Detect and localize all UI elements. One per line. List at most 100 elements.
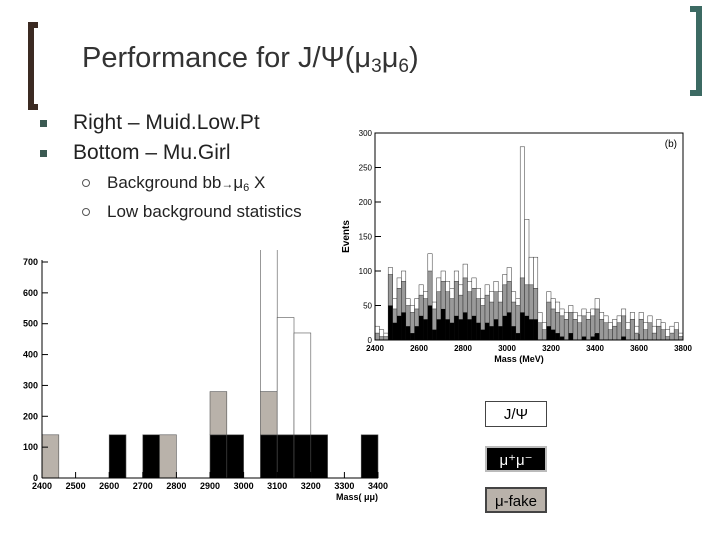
histogram-bar bbox=[533, 319, 538, 340]
x-axis-label: Mass (MeV) bbox=[494, 354, 544, 364]
histogram-bar bbox=[607, 329, 613, 341]
histogram-bar bbox=[673, 329, 679, 341]
histogram-bar bbox=[678, 336, 684, 341]
histogram-bar bbox=[603, 322, 609, 341]
sub-bullet-item: Low background statistics bbox=[40, 197, 360, 226]
histogram-bar bbox=[585, 319, 591, 341]
y-tick-label: 0 bbox=[33, 473, 38, 483]
histogram-bar bbox=[454, 315, 459, 340]
histogram-bar bbox=[449, 322, 455, 340]
histogram-bar bbox=[621, 315, 627, 341]
x-tick-label: 3000 bbox=[498, 344, 516, 353]
histogram-bar bbox=[427, 305, 433, 340]
histogram-bar bbox=[638, 319, 644, 341]
histogram-bar bbox=[660, 329, 666, 341]
x-tick-label: 2400 bbox=[366, 344, 384, 353]
histogram-bar bbox=[493, 319, 499, 340]
x-tick-label: 2500 bbox=[66, 481, 86, 491]
histogram-bar bbox=[502, 315, 507, 340]
y-tick-label: 500 bbox=[23, 319, 38, 329]
x-tick-label: 3400 bbox=[368, 481, 388, 491]
histogram-bar bbox=[293, 332, 312, 436]
histogram-bar bbox=[577, 322, 583, 341]
x-tick-label: 2600 bbox=[99, 481, 119, 491]
legend-mu-fake: μ-fake bbox=[485, 487, 547, 513]
square-bullet-icon bbox=[40, 150, 47, 157]
x-tick-label: 3300 bbox=[334, 481, 354, 491]
histogram-bar bbox=[379, 336, 385, 341]
histogram-bar bbox=[374, 332, 380, 341]
histogram-bar bbox=[476, 322, 481, 340]
histogram-bar bbox=[209, 391, 228, 436]
x-tick-label: 3200 bbox=[542, 344, 560, 353]
y-tick-label: 700 bbox=[23, 257, 38, 267]
histogram-bar bbox=[599, 319, 605, 341]
bullet-list: Right – Muid.Low.Pt Bottom – Mu.Girl Bac… bbox=[40, 108, 360, 226]
histogram-bar bbox=[436, 319, 441, 340]
histogram-bar bbox=[520, 312, 525, 340]
slide-title: Performance for J/Ψ(μ3μ6) bbox=[82, 42, 419, 77]
histogram-bar bbox=[625, 329, 631, 341]
histogram-bar bbox=[559, 315, 565, 341]
histogram-bar bbox=[665, 336, 671, 341]
histogram-bar bbox=[463, 312, 468, 340]
x-tick-label: 3100 bbox=[267, 481, 287, 491]
histogram-bar bbox=[432, 329, 437, 340]
y-tick-label: 300 bbox=[359, 129, 373, 138]
histogram-bar bbox=[445, 319, 450, 340]
x-tick-label: 2400 bbox=[32, 481, 52, 491]
x-tick-label: 3200 bbox=[301, 481, 321, 491]
histogram-bar bbox=[621, 336, 626, 340]
histogram-bar bbox=[629, 319, 635, 341]
histogram-bar bbox=[572, 319, 578, 341]
histogram-bar bbox=[414, 326, 419, 340]
x-tick-label: 3400 bbox=[586, 344, 604, 353]
histogram-bar bbox=[226, 434, 244, 479]
histogram-bar bbox=[511, 326, 516, 340]
histogram-bar bbox=[515, 333, 521, 340]
histogram-bar bbox=[401, 312, 406, 340]
y-tick-label: 100 bbox=[23, 442, 38, 452]
histogram-bar bbox=[388, 305, 393, 340]
left-bracket-decoration bbox=[28, 22, 38, 110]
histogram-bar bbox=[541, 329, 547, 341]
histogram-bar bbox=[489, 326, 494, 340]
histogram-bar bbox=[581, 336, 587, 340]
histogram-bar bbox=[551, 329, 556, 340]
histogram-bar bbox=[159, 434, 177, 479]
histogram-bar bbox=[310, 434, 328, 479]
panel-label: (b) bbox=[665, 139, 677, 150]
histogram-bar bbox=[276, 434, 295, 479]
x-tick-label: 3800 bbox=[674, 344, 692, 353]
x-tick-label: 2700 bbox=[133, 481, 153, 491]
square-bullet-icon bbox=[40, 120, 47, 127]
histogram-bar bbox=[643, 329, 649, 341]
y-tick-label: 200 bbox=[359, 198, 373, 207]
histogram-bar bbox=[41, 434, 60, 479]
histogram-bar bbox=[260, 250, 278, 392]
histogram-bar bbox=[568, 333, 573, 340]
histogram-bar bbox=[209, 434, 228, 479]
y-tick-label: 400 bbox=[23, 350, 38, 360]
histogram-bar bbox=[634, 332, 640, 341]
histogram-bar bbox=[647, 322, 653, 341]
y-tick-label: 300 bbox=[23, 380, 38, 390]
histogram-bar bbox=[419, 315, 424, 340]
histogram-bar bbox=[397, 315, 402, 340]
histogram-bar bbox=[563, 319, 569, 341]
sub-bullet-item: Background bb→μ6 X bbox=[40, 168, 360, 197]
y-tick-label: 150 bbox=[359, 233, 373, 242]
bullet-item: Right – Muid.Low.Pt bbox=[40, 108, 360, 138]
y-axis-label: Events bbox=[341, 220, 352, 253]
x-tick-label: 3600 bbox=[630, 344, 648, 353]
histogram-bar bbox=[405, 326, 411, 340]
histogram-bar bbox=[651, 332, 657, 341]
histogram-bar bbox=[467, 319, 472, 340]
y-tick-label: 200 bbox=[23, 411, 38, 421]
histogram-bar bbox=[108, 434, 127, 479]
histogram-bar bbox=[524, 315, 529, 340]
histogram-bar bbox=[656, 325, 662, 341]
legend-jpsi: J/Ψ bbox=[485, 401, 547, 427]
x-tick-label: 2800 bbox=[166, 481, 186, 491]
